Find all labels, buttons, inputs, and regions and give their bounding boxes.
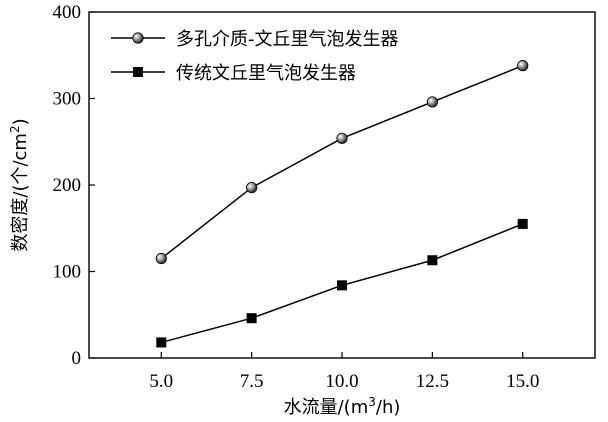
legend-label-series-2: 传统文丘里气泡发生器 <box>176 63 356 84</box>
x-tick-label: 15.0 <box>506 371 539 392</box>
y-tick-label: 300 <box>53 89 82 110</box>
x-axis-ticks: 5.0 7.5 10.0 12.5 15.0 <box>149 352 539 392</box>
y-axis-title-main: 数密度/(个/cm <box>10 133 31 252</box>
series-layer <box>155 60 529 348</box>
x-tick-label: 7.5 <box>240 371 264 392</box>
y-tick-label: 100 <box>53 262 82 283</box>
series-1-point <box>155 252 167 265</box>
y-tick-label: 400 <box>53 2 82 23</box>
y-tick-label: 200 <box>53 175 82 196</box>
series-1-point <box>336 132 348 144</box>
legend: 多孔介质-文丘里气泡发生器 传统文丘里气泡发生器 <box>111 29 399 84</box>
x-tick-label: 10.0 <box>325 371 358 392</box>
y-axis-title-tail: ) <box>10 118 31 125</box>
y-axis-title: 数密度/(个/cm2) <box>8 118 31 251</box>
series-2-point <box>427 255 438 266</box>
y-tick-label: 0 <box>72 348 82 369</box>
series-1-line <box>160 64 523 260</box>
series-1-point <box>517 60 529 72</box>
series-2-point <box>517 218 528 229</box>
legend-label-series-1: 多孔介质-文丘里气泡发生器 <box>176 29 399 50</box>
series-1-point <box>426 96 438 108</box>
x-tick-label: 5.0 <box>149 371 173 392</box>
y-axis-ticks: 0 100 200 300 400 <box>53 2 95 369</box>
x-axis-title: 水流量/(m3/h) <box>284 395 401 418</box>
x-tick-label: 12.5 <box>416 371 449 392</box>
series-2-point <box>337 280 347 291</box>
y-axis-title-superscript: 2 <box>8 125 22 133</box>
series-2-point <box>156 337 167 348</box>
x-axis-title-superscript: 3 <box>368 395 376 409</box>
legend-marker-square <box>133 67 143 77</box>
x-axis-title-main: 水流量/(m <box>284 397 369 418</box>
series-2-point <box>246 313 257 324</box>
legend-marker-circle <box>132 32 144 44</box>
x-axis-title-tail: /h) <box>376 397 401 418</box>
series-1-point <box>246 181 258 194</box>
